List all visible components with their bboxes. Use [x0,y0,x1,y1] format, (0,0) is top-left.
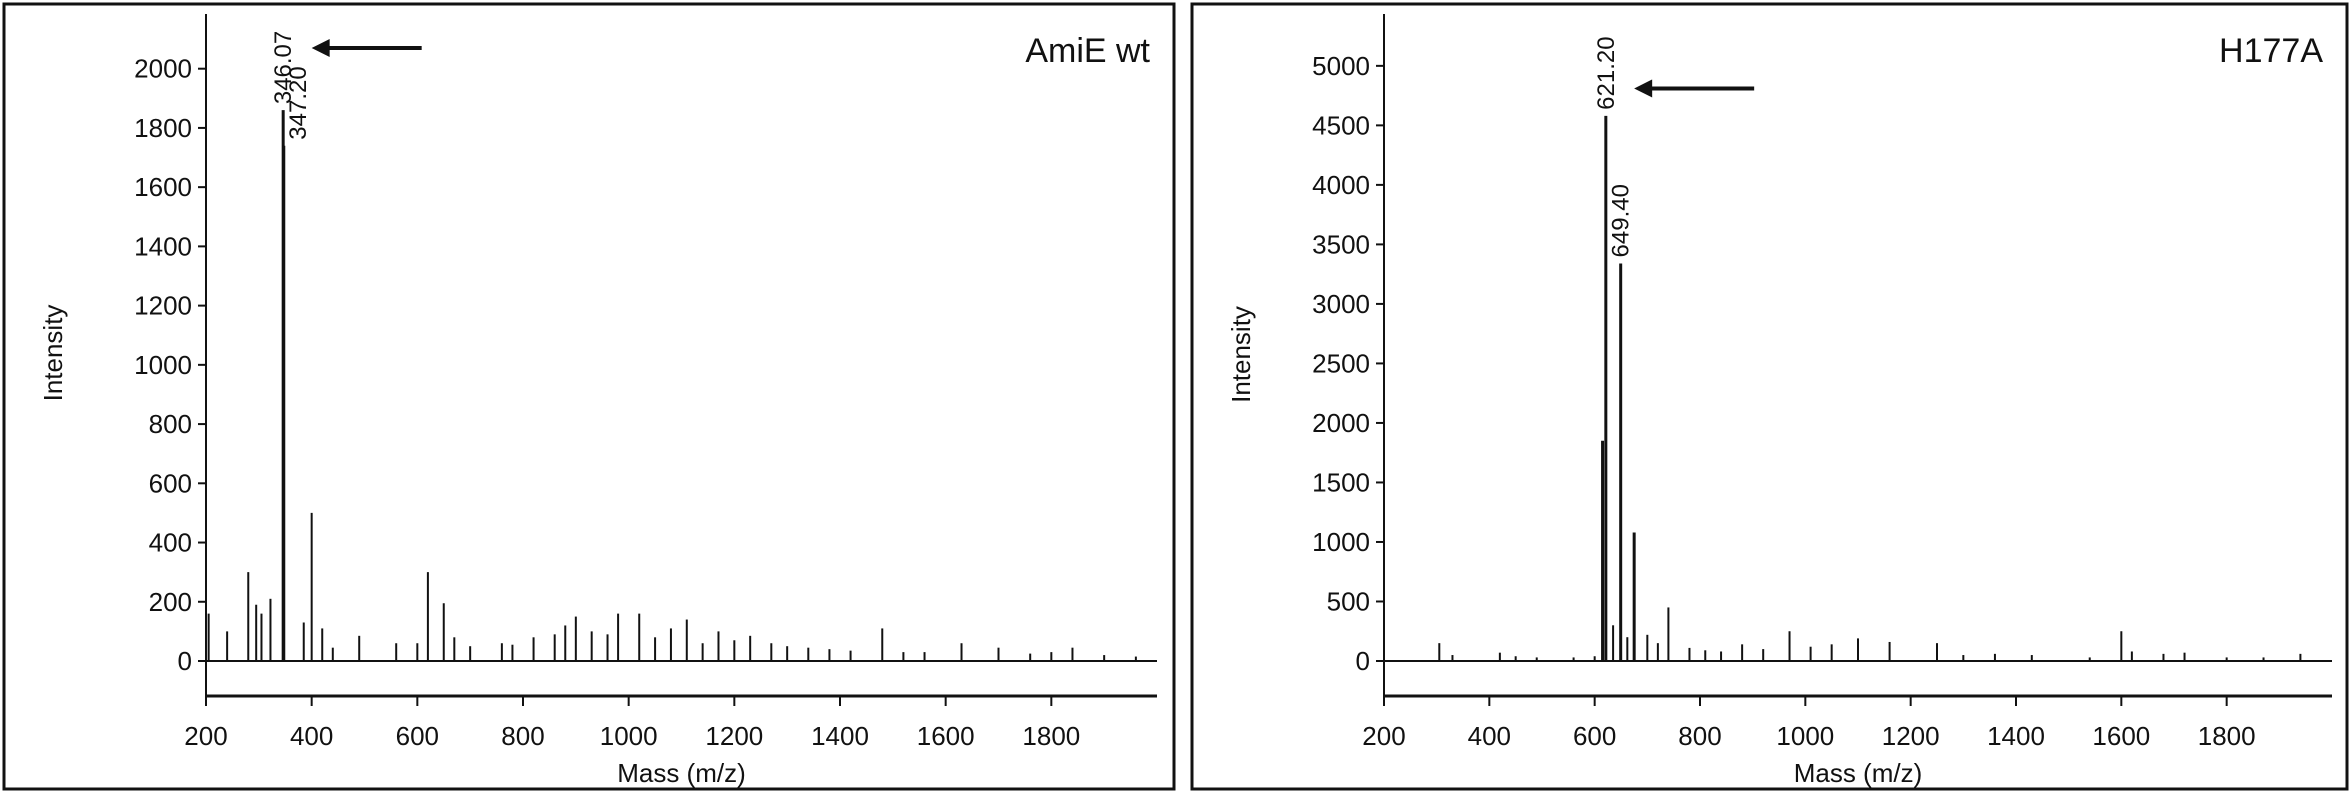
y-tick-label: 1800 [134,113,192,143]
y-tick-label: 2000 [134,54,192,84]
x-tick-label: 1400 [1987,721,2045,751]
x-tick-label: 1000 [1776,721,1834,751]
x-tick-label: 1600 [917,721,975,751]
y-tick-label: 600 [149,468,192,498]
y-tick-label: 1200 [134,291,192,321]
x-tick-label: 400 [1468,721,1511,751]
x-tick-label: 600 [396,721,439,751]
y-tick-label: 1000 [134,350,192,380]
x-axis-label: Mass (m/z) [617,758,746,788]
x-tick-label: 600 [1573,721,1616,751]
y-tick-label: 3500 [1312,229,1370,259]
x-tick-label: 1000 [600,721,658,751]
y-tick-label: 3000 [1312,289,1370,319]
x-tick-label: 200 [184,721,227,751]
chart-panel-1: 0 200 400 600 800 1000 1200 1400 1600 1800 2000 200… [2,2,1176,791]
y-tick-label: 2000 [1312,408,1370,438]
x-tick-label: 800 [501,721,544,751]
y-tick-label: 4000 [1312,170,1370,200]
y-tick-label: 1600 [134,172,192,202]
x-tick-label: 1400 [811,721,869,751]
y-tick-label: 0 [1356,646,1370,676]
y-tick-label: 500 [1327,586,1370,616]
peak-label: 347.20 [285,66,312,139]
chart-panel-2: 0 500 1000 1500 2000 2500 3000 3500 4000 4500 5000… [1190,2,2349,791]
panel-label: AmiE wt [1025,32,1150,70]
x-tick-label: 200 [1362,721,1405,751]
y-tick-label: 800 [149,409,192,439]
peak-label: 346.07 [270,31,297,104]
y-tick-label: 1500 [1312,467,1370,497]
arrow-head [1634,79,1653,98]
y-tick-label: 400 [149,528,192,558]
y-tick-label: 2500 [1312,348,1370,378]
y-axis-label: Intensity [38,305,68,402]
x-tick-label: 1200 [705,721,763,751]
y-tick-label: 1000 [1312,527,1370,557]
arrow-head [311,38,330,57]
x-tick-label: 400 [290,721,333,751]
y-tick-label: 0 [178,646,192,676]
x-tick-label: 1200 [1882,721,1940,751]
y-tick-label: 1400 [134,231,192,261]
y-axis-label: Intensity [1226,306,1256,403]
y-tick-label: 5000 [1312,51,1370,81]
peak-label: 649.40 [1608,184,1635,257]
panel-frame [2,2,1176,791]
panel-label: H177A [2219,32,2323,70]
y-tick-label: 4500 [1312,110,1370,140]
x-tick-label: 1600 [2092,721,2150,751]
peak-label: 621.20 [1593,36,1620,109]
x-tick-label: 800 [1678,721,1721,751]
x-tick-label: 1800 [1022,721,1080,751]
x-tick-label: 1800 [2198,721,2256,751]
x-axis-label: Mass (m/z) [1794,758,1923,788]
y-tick-label: 200 [149,587,192,617]
